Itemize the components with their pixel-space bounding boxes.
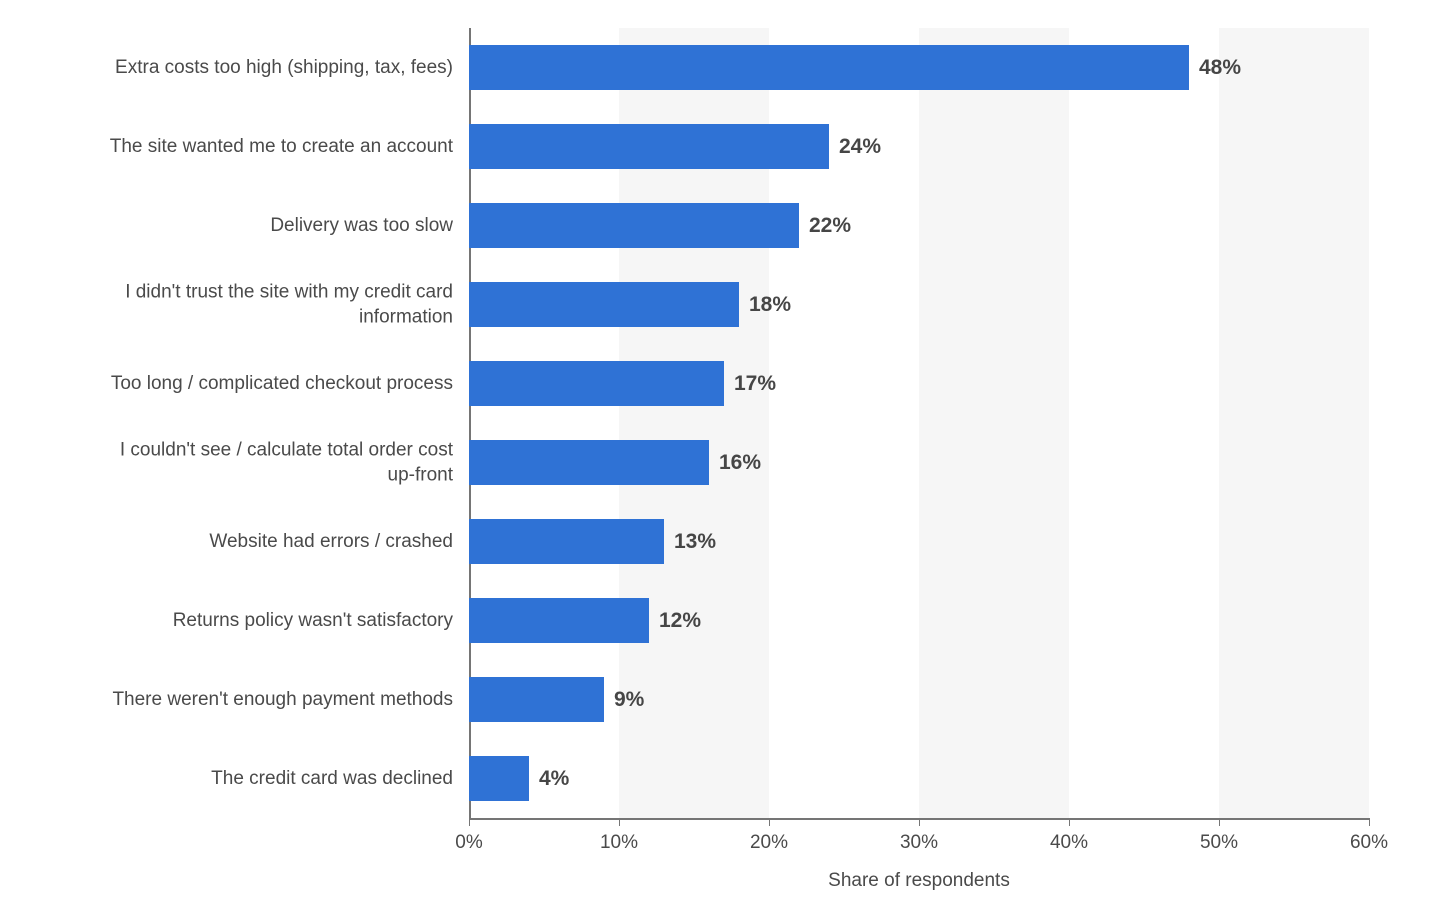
- bar: [469, 282, 739, 327]
- bar: [469, 440, 709, 485]
- bar: [469, 361, 724, 406]
- x-tick-label: 50%: [1200, 818, 1238, 854]
- bar-row: Extra costs too high (shipping, tax, fee…: [469, 45, 1369, 90]
- bar-value-label: 12%: [649, 609, 701, 633]
- bar: [469, 124, 829, 169]
- x-tick-label: 40%: [1050, 818, 1088, 854]
- category-label: The site wanted me to create an account: [24, 134, 469, 160]
- x-axis-label: Share of respondents: [828, 870, 1010, 892]
- category-label: Extra costs too high (shipping, tax, fee…: [24, 55, 469, 81]
- bar-value-label: 22%: [799, 214, 851, 238]
- bar-row: The site wanted me to create an account2…: [469, 124, 1369, 169]
- x-tick-label: 0%: [455, 818, 482, 854]
- x-tick-label: 20%: [750, 818, 788, 854]
- category-label: I didn't trust the site with my credit c…: [24, 279, 469, 330]
- chart-container: Extra costs too high (shipping, tax, fee…: [0, 0, 1430, 920]
- bar-value-label: 13%: [664, 530, 716, 554]
- category-label: I couldn't see / calculate total order c…: [24, 437, 469, 488]
- bar: [469, 203, 799, 248]
- bar-value-label: 4%: [529, 767, 569, 791]
- bar-value-label: 18%: [739, 293, 791, 317]
- bar-row: I didn't trust the site with my credit c…: [469, 282, 1369, 327]
- bar-row: Website had errors / crashed13%: [469, 519, 1369, 564]
- bar-value-label: 24%: [829, 135, 881, 159]
- plot-area: Extra costs too high (shipping, tax, fee…: [469, 28, 1369, 818]
- bar-row: Returns policy wasn't satisfactory12%: [469, 598, 1369, 643]
- x-tick-label: 30%: [900, 818, 938, 854]
- category-label: Website had errors / crashed: [24, 529, 469, 555]
- bar-value-label: 9%: [604, 688, 644, 712]
- category-label: The credit card was declined: [24, 766, 469, 792]
- bar-row: Delivery was too slow22%: [469, 203, 1369, 248]
- x-tick-label: 60%: [1350, 818, 1388, 854]
- bar: [469, 45, 1189, 90]
- category-label: Delivery was too slow: [24, 213, 469, 239]
- bar-value-label: 48%: [1189, 56, 1241, 80]
- bar-row: Too long / complicated checkout process1…: [469, 361, 1369, 406]
- category-label: Too long / complicated checkout process: [24, 371, 469, 397]
- bar: [469, 756, 529, 801]
- bar-value-label: 17%: [724, 372, 776, 396]
- x-tick-label: 10%: [600, 818, 638, 854]
- category-label: There weren't enough payment methods: [24, 687, 469, 713]
- bar-row: I couldn't see / calculate total order c…: [469, 440, 1369, 485]
- bar: [469, 598, 649, 643]
- bar: [469, 677, 604, 722]
- bar-value-label: 16%: [709, 451, 761, 475]
- category-label: Returns policy wasn't satisfactory: [24, 608, 469, 634]
- bar: [469, 519, 664, 564]
- bar-row: There weren't enough payment methods9%: [469, 677, 1369, 722]
- bar-row: The credit card was declined4%: [469, 756, 1369, 801]
